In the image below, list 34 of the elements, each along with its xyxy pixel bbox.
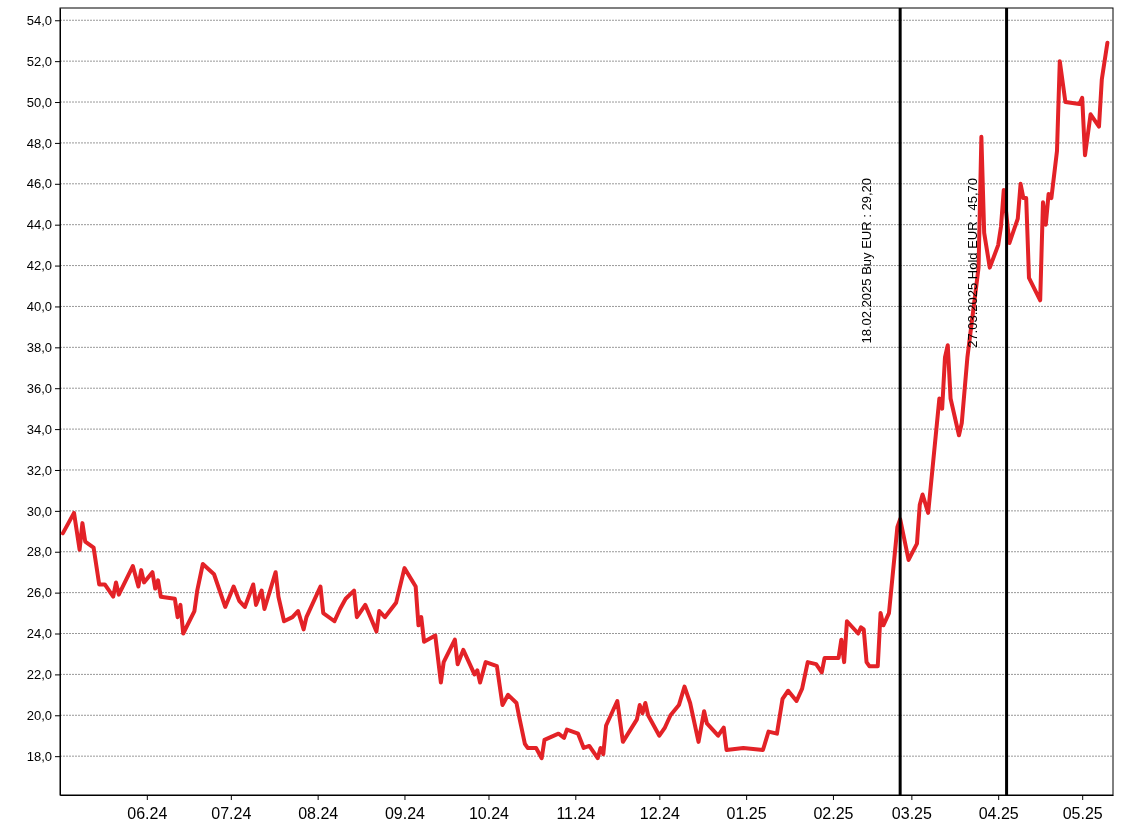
- ref-line-label: 18.02.2025 Buy EUR : 29,20: [858, 178, 874, 344]
- x-tick-label: 11.24: [556, 805, 596, 822]
- y-tick-label: 36,0: [26, 380, 52, 396]
- x-tick-label: 06.24: [127, 805, 168, 822]
- x-tick-label: 05.25: [1062, 805, 1103, 822]
- x-tick-label: 04.25: [978, 805, 1019, 822]
- x-tick-label: 09.24: [384, 805, 426, 822]
- y-tick-label: 32,0: [26, 462, 52, 478]
- y-tick-label: 54,0: [26, 12, 52, 28]
- x-tick-label: 03.25: [891, 805, 932, 822]
- y-tick-label: 26,0: [26, 585, 52, 601]
- x-tick-label: 12.24: [639, 805, 680, 822]
- y-tick-label: 50,0: [26, 94, 52, 110]
- y-tick-label: 24,0: [26, 626, 52, 642]
- ref-line-label: 27.03.2025 Hold EUR : 45,70: [965, 178, 981, 348]
- y-tick-label: 48,0: [26, 135, 52, 151]
- y-tick-label: 28,0: [26, 544, 52, 560]
- y-tick-label: 52,0: [26, 53, 52, 69]
- y-tick-label: 40,0: [26, 299, 52, 315]
- y-tick-label: 20,0: [26, 707, 52, 723]
- y-tick-label: 30,0: [26, 503, 52, 519]
- y-tick-label: 34,0: [26, 421, 52, 437]
- line-series: [60, 40, 1110, 761]
- x-tick-label: 10.24: [468, 805, 510, 822]
- y-tick-label: 38,0: [26, 339, 52, 355]
- y-tick-label: 44,0: [26, 217, 52, 233]
- x-tick-label: 08.24: [298, 805, 339, 822]
- y-tick-label: 46,0: [26, 176, 52, 192]
- y-tick-label: 22,0: [26, 667, 52, 683]
- x-tick-label: 07.24: [211, 805, 252, 822]
- y-tick-label: 18,0: [26, 748, 52, 764]
- y-tick-label: 42,0: [26, 258, 52, 274]
- x-tick-label: 01.25: [726, 805, 767, 822]
- x-tick-label: 02.25: [813, 805, 854, 822]
